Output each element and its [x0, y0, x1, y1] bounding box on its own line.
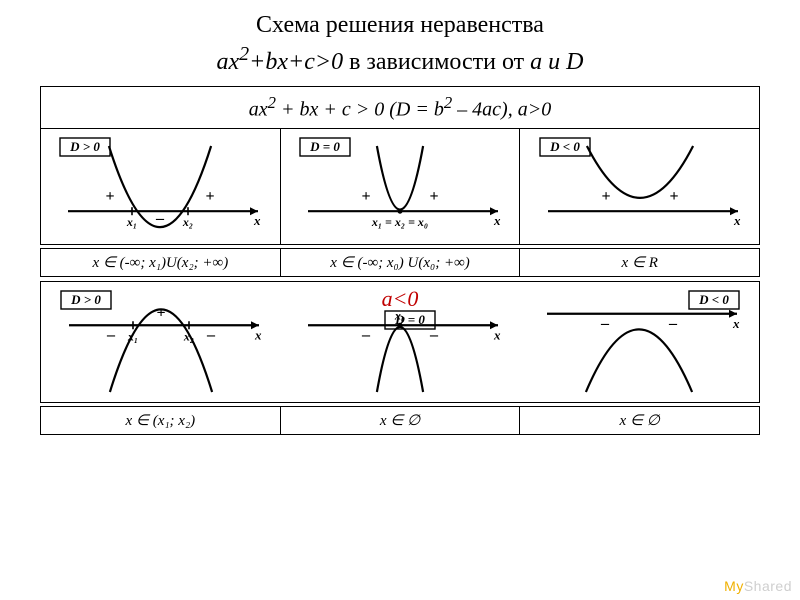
svg-text:–: – — [155, 210, 165, 227]
title-tail-it: а и D — [530, 49, 583, 75]
graph-cell: D > 0xx₁x₂–+– — [41, 282, 280, 402]
svg-text:x: x — [733, 213, 741, 228]
svg-text:x₁ = x₂ = x₀: x₁ = x₂ = x₀ — [371, 215, 428, 229]
solution-cell: x ∈ (-∞; x₀) U(x₀; +∞) — [281, 249, 521, 276]
svg-text:+: + — [601, 188, 610, 205]
svg-text:D < 0: D < 0 — [698, 292, 729, 307]
table-a-negative: D > 0xx₁x₂–+– D = 0xx₀–– D < 0x–– a<0 — [40, 281, 760, 403]
watermark-my: My — [724, 578, 744, 594]
svg-text:D > 0: D > 0 — [70, 292, 101, 307]
svg-text:D = 0: D = 0 — [309, 139, 340, 154]
solution-cell: x ∈ (x₁; x₂) — [41, 407, 281, 434]
svg-text:–: – — [429, 326, 439, 343]
svg-text:x: x — [493, 327, 501, 342]
graph-cell: D > 0 x x₁ x₂ + – + — [41, 129, 281, 244]
svg-text:+: + — [206, 188, 215, 205]
title-tail: в зависимости от — [349, 49, 530, 75]
svg-text:–: – — [106, 326, 116, 343]
graph-cell: D < 0 x + + — [520, 129, 759, 244]
page-title: Схема решения неравенства ах2+bx+c>0 в з… — [0, 0, 800, 82]
svg-text:–: – — [361, 326, 371, 343]
svg-text:x₀: x₀ — [394, 308, 405, 322]
solution-cell: x ∈ ∅ — [281, 407, 521, 434]
watermark-rest: Shared — [744, 578, 792, 594]
svg-text:x: x — [493, 213, 501, 228]
solution-cell: x ∈ ∅ — [520, 407, 759, 434]
solutions-top-table: x ∈ (-∞; x₁)U(x₂; +∞) x ∈ (-∞; x₀) U(x₀;… — [40, 248, 760, 277]
header-inequality: ax2 + bx + c > 0 (D = b2 – 4ac), a>0 — [41, 87, 759, 128]
svg-text:+: + — [669, 188, 678, 205]
svg-text:–: – — [206, 326, 216, 343]
watermark: MyShared — [724, 578, 792, 594]
svg-text:+: + — [361, 188, 370, 205]
title-line1: Схема решения неравенства — [256, 12, 544, 38]
svg-text:x₂: x₂ — [182, 215, 193, 229]
table-a-positive: ax2 + bx + c > 0 (D = b2 – 4ac), a>0 D >… — [40, 86, 760, 245]
svg-text:x₁: x₁ — [127, 329, 138, 343]
title-formula: ах2+bx+c>0 — [217, 49, 350, 75]
svg-text:+: + — [106, 188, 115, 205]
graph-cell: D < 0x – – — [520, 282, 759, 402]
graph-row-bot: D > 0xx₁x₂–+– D = 0xx₀–– D < 0x–– a<0 — [41, 282, 759, 402]
svg-text:–: – — [668, 314, 678, 331]
graph-row-top: D > 0xx₁x₂+–+ D = 0xx₁ = x₂ = x₀++ D < 0… — [41, 129, 759, 244]
svg-text:x₂: x₂ — [183, 329, 194, 343]
graph-cell: D = 0 x x₁ = x₂ = x₀+ + — [281, 129, 521, 244]
solution-cell: x ∈ R — [520, 249, 759, 276]
solutions-bot-table: x ∈ (x₁; x₂) x ∈ ∅ x ∈ ∅ — [40, 406, 760, 435]
svg-text:x: x — [253, 213, 261, 228]
svg-text:x: x — [732, 315, 740, 330]
svg-text:–: – — [600, 314, 610, 331]
svg-text:D < 0: D < 0 — [549, 139, 580, 154]
svg-text:x: x — [254, 327, 262, 342]
svg-text:D > 0: D > 0 — [69, 139, 100, 154]
solution-cell: x ∈ (-∞; x₁)U(x₂; +∞) — [41, 249, 281, 276]
svg-text:x₁: x₁ — [126, 215, 137, 229]
graph-cell: D = 0xx₀–– — [280, 282, 519, 402]
svg-text:+: + — [156, 304, 165, 321]
svg-text:+: + — [429, 188, 438, 205]
